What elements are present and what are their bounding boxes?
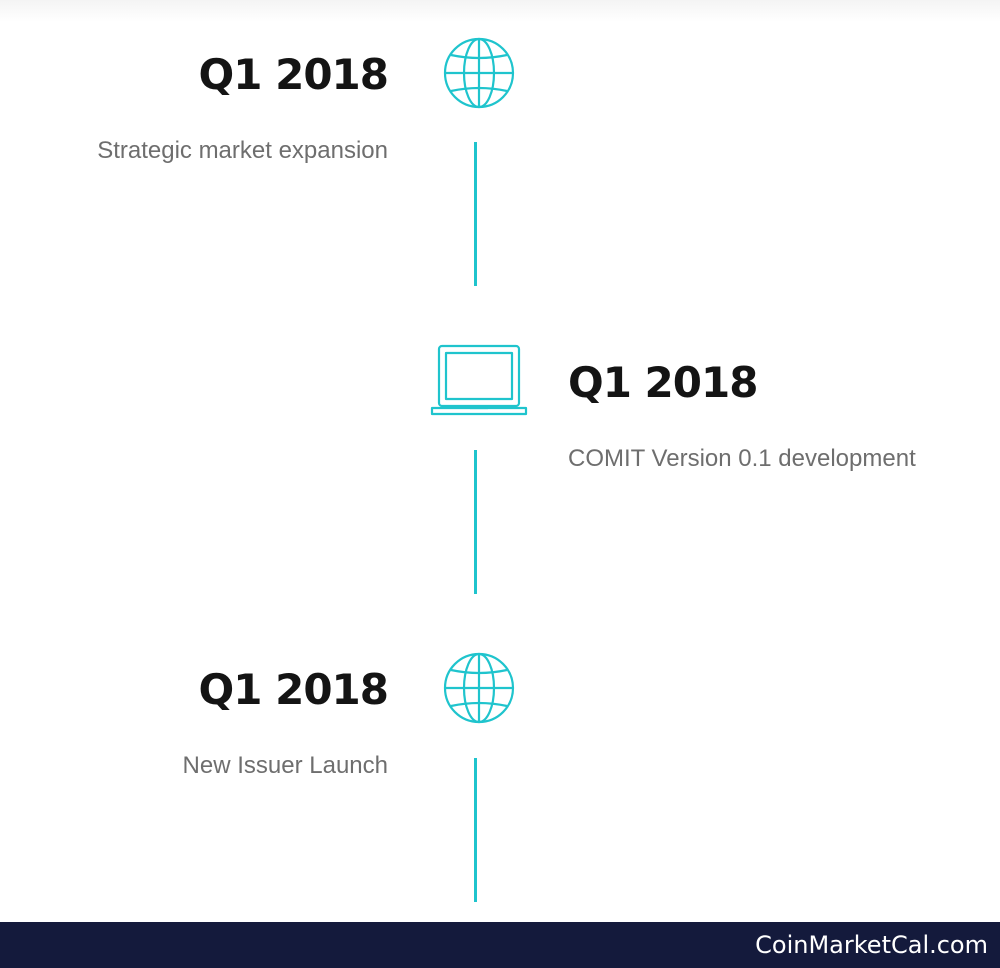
footer-bar: CoinMarketCal.com: [0, 922, 1000, 968]
timeline-connector: [474, 142, 477, 286]
milestone-description: New Issuer Launch: [182, 752, 388, 779]
milestone-description: Strategic market expansion: [97, 137, 388, 164]
milestone-date: Q1 2018: [568, 358, 758, 407]
globe-icon: [442, 36, 516, 110]
timeline-connector: [474, 450, 477, 594]
milestone-date: Q1 2018: [198, 50, 389, 99]
timeline-connector: [474, 758, 477, 902]
milestone-description: COMIT Version 0.1 development: [568, 445, 916, 472]
footer-brand-link[interactable]: CoinMarketCal.com: [755, 931, 988, 959]
milestone-date: Q1 2018: [198, 665, 389, 714]
top-shade: [0, 0, 1000, 22]
laptop-icon: [430, 344, 528, 418]
globe-icon: [442, 651, 516, 725]
